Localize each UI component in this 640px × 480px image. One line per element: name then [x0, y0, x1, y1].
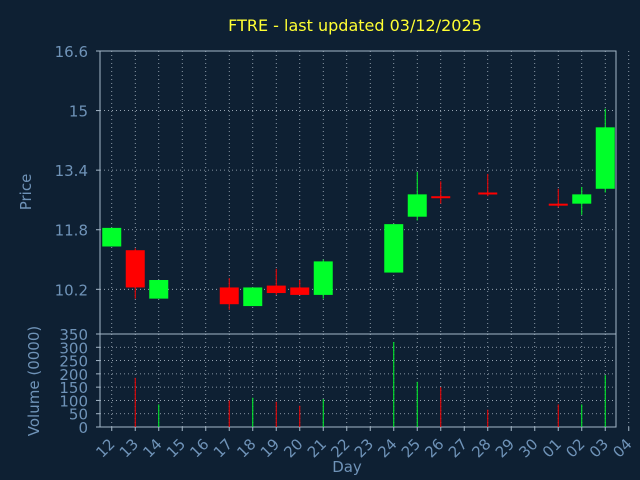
volume-y-tick-label: 50 — [69, 406, 88, 424]
price-panel: 16.6 15 13.4 11.8 10.2 Price — [17, 43, 630, 335]
candle-body — [548, 203, 568, 206]
volume-y-tick-label: 250 — [59, 353, 88, 371]
candle — [313, 259, 333, 299]
x-tick-label: 25 — [398, 435, 424, 461]
candle-body — [219, 287, 239, 305]
volume-grid — [100, 334, 630, 428]
candle-body — [266, 285, 286, 294]
x-tick-label: 14 — [139, 435, 165, 461]
x-axis-label: Day — [332, 458, 362, 476]
x-tick-label: 29 — [492, 435, 518, 461]
x-tick-label: 28 — [468, 435, 494, 461]
x-tick-label: 01 — [539, 435, 565, 461]
candle-body — [102, 227, 122, 247]
x-tick-label: 04 — [609, 435, 635, 461]
candle-body — [407, 194, 427, 217]
volume-y-tick-label: 150 — [59, 379, 88, 397]
x-tick-label: 21 — [304, 435, 330, 461]
x-tick-label: 18 — [233, 435, 259, 461]
price-y-tick-label: 15 — [69, 103, 88, 121]
candle-body — [290, 287, 310, 295]
candle-body — [384, 224, 404, 273]
x-tick-label: 12 — [92, 435, 118, 461]
price-y-tick-label: 16.6 — [55, 43, 88, 61]
candle — [431, 181, 451, 204]
price-y-tick-label: 11.8 — [55, 222, 88, 240]
x-tick-label: 17 — [210, 435, 236, 461]
candle — [290, 280, 310, 295]
x-tick-label: 13 — [116, 435, 142, 461]
x-tick-label: 24 — [374, 435, 400, 461]
volume-y-tick-label: 300 — [59, 339, 88, 357]
price-grid — [100, 50, 630, 334]
price-frame — [99, 50, 617, 335]
price-y-axis-label: Price — [17, 174, 35, 211]
volume-y-tick-label: 350 — [59, 326, 88, 344]
candle — [149, 280, 169, 299]
candle-body — [125, 250, 145, 288]
x-tick-label: 19 — [257, 435, 283, 461]
candle — [478, 173, 498, 197]
candle — [595, 108, 615, 193]
x-tick-label: 30 — [515, 435, 541, 461]
volume-y-axis-label: Volume (0000) — [25, 326, 43, 436]
candle — [548, 188, 568, 208]
x-tick-label: 27 — [445, 435, 471, 461]
chart-title: FTRE - last updated 03/12/2025 — [228, 16, 482, 35]
volume-y-tick-label: 0 — [78, 419, 88, 437]
candle-body — [313, 261, 333, 295]
candle — [266, 268, 286, 295]
candle — [243, 287, 263, 307]
candle-body — [572, 194, 592, 204]
candle — [125, 248, 145, 299]
x-ticks: 1213141516171819202122232425262728293001… — [92, 427, 636, 461]
candle-body — [149, 280, 169, 299]
candle — [384, 224, 404, 273]
candle-body — [431, 196, 451, 199]
volume-bars — [134, 341, 606, 427]
price-y-tick-label: 13.4 — [55, 162, 88, 180]
candle — [572, 186, 592, 215]
candle-body — [243, 287, 263, 307]
candle — [407, 172, 427, 221]
price-y-tick-label: 10.2 — [55, 281, 88, 299]
x-tick-label: 20 — [280, 435, 306, 461]
candle — [219, 278, 239, 310]
volume-y-tick-label: 100 — [59, 392, 88, 410]
price-y-ticks: 16.6 15 13.4 11.8 10.2 — [55, 43, 100, 299]
candle-body — [478, 192, 498, 195]
candle-body — [595, 127, 615, 189]
x-tick-label: 15 — [163, 435, 189, 461]
x-tick-label: 03 — [586, 435, 612, 461]
x-tick-label: 02 — [562, 435, 588, 461]
x-tick-label: 16 — [186, 435, 212, 461]
x-tick-label: 26 — [421, 435, 447, 461]
candle — [102, 227, 122, 247]
volume-y-tick-label: 200 — [59, 366, 88, 384]
volume-frame — [99, 333, 617, 428]
candles — [102, 108, 615, 310]
